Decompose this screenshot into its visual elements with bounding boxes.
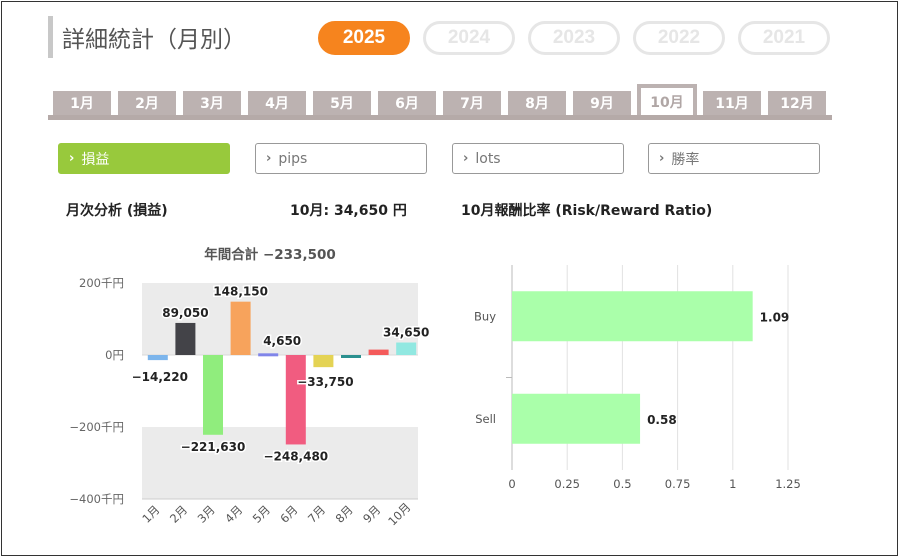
year-2024-button[interactable]: 2024: [423, 21, 515, 55]
bar-1月: [147, 355, 168, 361]
data-label: −33,750: [297, 375, 353, 389]
metric-label: pips: [278, 150, 308, 167]
bar-3月: [203, 355, 223, 435]
month-tab-2[interactable]: 2月: [118, 91, 176, 115]
plot-band: [142, 427, 418, 499]
month-tabs-underline: [48, 115, 832, 120]
title-accent-bar: [48, 16, 53, 58]
x-tick-label: 0.5: [613, 477, 631, 491]
x-tick-label: 7月: [305, 503, 328, 526]
x-tick-label: 4月: [222, 503, 245, 526]
year-2021-button[interactable]: 2021: [738, 21, 830, 55]
month-tab-8[interactable]: 8月: [508, 91, 566, 115]
y-tick-label: Buy: [474, 309, 496, 323]
data-label: −221,630: [181, 440, 246, 454]
month-tab-4[interactable]: 4月: [248, 91, 306, 115]
month-tab-6[interactable]: 6月: [378, 91, 436, 115]
bar-8月: [341, 355, 361, 358]
y-tick-label: 200千円: [79, 276, 124, 290]
bar-9月: [368, 349, 389, 355]
metric-winrate-button[interactable]: › 勝率: [648, 143, 820, 174]
data-label: −248,480: [263, 449, 328, 463]
x-tick-label: 3月: [195, 503, 218, 526]
x-tick-label: 1: [729, 477, 736, 491]
metric-pl-button[interactable]: › 損益: [58, 143, 230, 174]
chart-total-title: 年間合計 −233,500: [204, 246, 336, 263]
y-tick-label: 0円: [105, 348, 124, 362]
month-tab-10[interactable]: 10月: [637, 84, 697, 120]
data-label: 89,050: [162, 306, 208, 320]
x-tick-label: 9月: [360, 503, 383, 526]
x-tick-label: 2月: [167, 503, 190, 526]
year-2025-button[interactable]: 2025: [318, 21, 410, 55]
bar-6月: [285, 355, 306, 445]
risk-reward-title: 10月報酬比率 (Risk/Reward Ratio): [461, 203, 713, 219]
bar-4月: [230, 301, 251, 355]
x-tick-label: 6月: [277, 503, 300, 526]
data-label: −14,220: [132, 370, 188, 384]
x-tick-label: 10月: [385, 500, 413, 528]
y-tick-label: −200千円: [69, 420, 124, 434]
data-label: 4,650: [263, 334, 301, 348]
x-tick-label: 0.75: [665, 477, 691, 491]
bar-5月: [258, 353, 279, 357]
risk-reward-chart: 0 0.25 0.5 0.75 1 1.25 Buy 1.09 Sell 0.58: [474, 265, 801, 491]
y-tick-label: Sell: [475, 412, 496, 426]
month-tab-5[interactable]: 5月: [313, 91, 371, 115]
data-label: 1.09: [760, 310, 790, 324]
month-value: 10月: 34,650 円: [290, 203, 407, 219]
x-tick-label: 1.25: [775, 477, 801, 491]
bar-7月: [313, 355, 334, 368]
bar-2月: [175, 322, 196, 355]
bar-Sell: [512, 393, 641, 444]
month-tab-7[interactable]: 7月: [443, 91, 501, 115]
month-tab-12[interactable]: 12月: [768, 91, 826, 115]
metric-label: 損益: [81, 151, 110, 168]
metric-lots-button[interactable]: › lots: [452, 143, 624, 174]
bar-10月: [396, 342, 417, 355]
metric-label: 勝率: [671, 151, 700, 168]
bar-Buy: [512, 291, 753, 342]
chevron-right-icon: ›: [266, 151, 272, 166]
x-tick-label: 1月: [139, 503, 162, 526]
year-2023-button[interactable]: 2023: [528, 21, 620, 55]
month-tab-3[interactable]: 3月: [183, 91, 241, 115]
month-tab-9[interactable]: 9月: [573, 91, 631, 115]
data-label: 34,650: [383, 326, 429, 340]
y-tick-label: −400千円: [69, 492, 124, 506]
chevron-right-icon: ›: [69, 151, 75, 166]
data-label: 0.58: [647, 413, 677, 427]
metric-label: lots: [475, 150, 501, 167]
month-tab-1[interactable]: 1月: [53, 91, 111, 115]
monthly-analysis-title: 月次分析 (損益): [66, 203, 168, 219]
page-title: 詳細統計（月別）: [62, 27, 246, 53]
year-2022-button[interactable]: 2022: [633, 21, 725, 55]
data-label: 148,150: [213, 285, 268, 299]
chevron-right-icon: ›: [659, 151, 665, 166]
x-tick-label: 5月: [250, 503, 273, 526]
monthly-pl-chart: 200千円 0円 −200千円 −400千円 年間合計 −233,500 −14,220 1…: [69, 246, 430, 528]
metric-pips-button[interactable]: › pips: [255, 143, 427, 174]
chevron-right-icon: ›: [463, 151, 469, 166]
x-tick-label: 0: [508, 477, 515, 491]
x-tick-label: 0.25: [554, 477, 580, 491]
x-tick-label: 8月: [333, 503, 356, 526]
month-tab-11[interactable]: 11月: [703, 91, 761, 115]
